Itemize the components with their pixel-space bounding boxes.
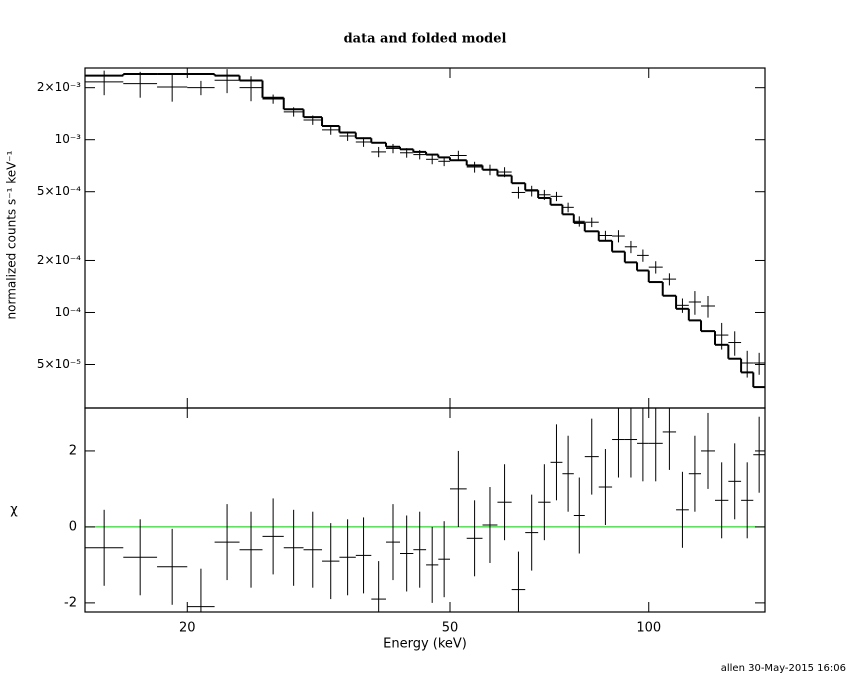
y-tick-label: 2×10⁻³ [37, 80, 81, 94]
chart-title: data and folded model [344, 32, 507, 47]
y-tick-label: 10⁻⁴ [55, 305, 82, 319]
y-axis-label: normalized counts s⁻¹ keV⁻¹ [5, 150, 19, 319]
y-tick-label: 2 [69, 443, 77, 458]
bottom-frame [84, 407, 766, 613]
x-tick-label: 50 [442, 621, 459, 636]
x-tick-label: 100 [636, 621, 661, 636]
bottom-plot [85, 408, 765, 612]
y-tick-label: 10⁻³ [55, 132, 82, 146]
footer: allen 30-May-2015 16:06 [721, 663, 846, 674]
x-axis-label: Energy (keV) [383, 637, 467, 652]
y-axis-label: χ [10, 503, 18, 518]
y-tick-label: 5×10⁻⁴ [37, 184, 81, 198]
y-tick-label: 5×10⁻⁵ [37, 357, 81, 371]
top-plot [85, 69, 765, 389]
axes: 2×10⁻³ 10⁻³ 5×10⁻⁴ 2×10⁻⁴ 10⁻⁴ 5×10⁻⁵ -2 0 2 20 50… [37, 68, 765, 636]
top-frame [84, 67, 766, 409]
y-tick-label: 0 [69, 519, 77, 534]
y-tick-label: -2 [64, 595, 77, 610]
x-tick-label: 20 [179, 621, 196, 636]
y-tick-label: 2×10⁻⁴ [37, 253, 81, 267]
